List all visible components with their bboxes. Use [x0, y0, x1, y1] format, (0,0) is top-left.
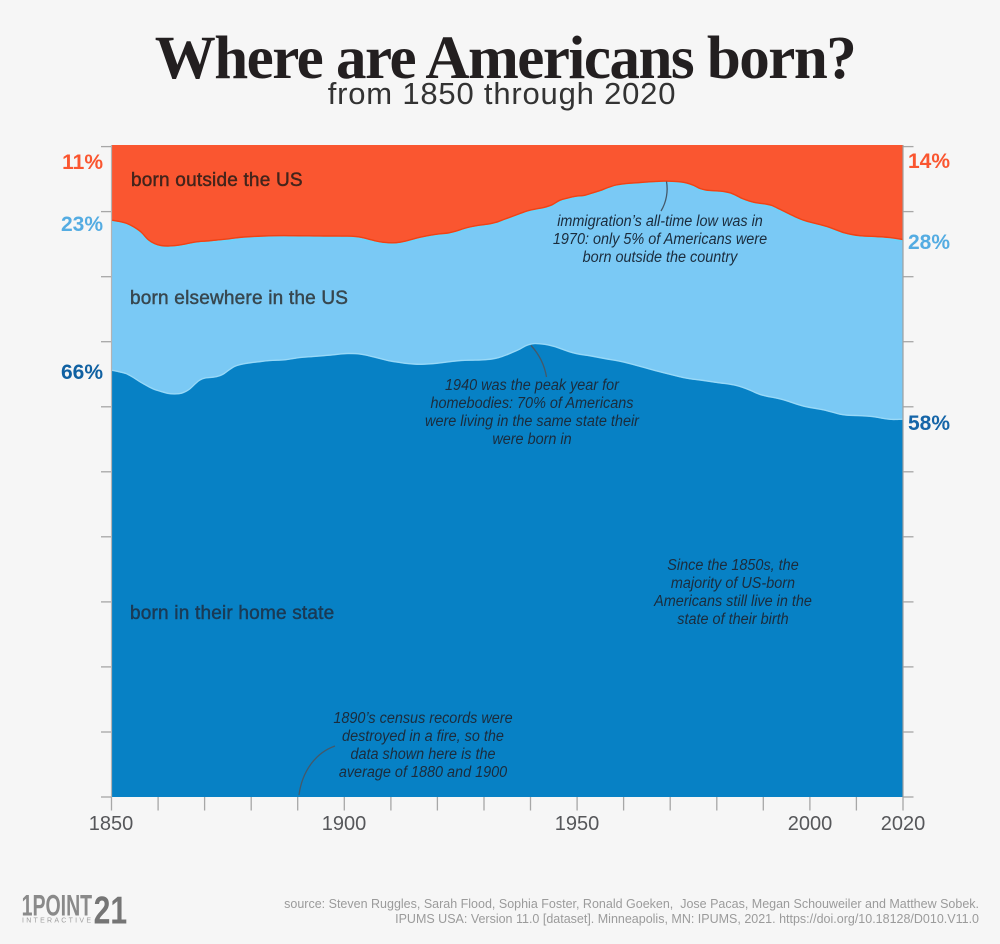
svg-text:INTERACTIVE: INTERACTIVE	[22, 917, 91, 924]
svg-text:1POINT: 1POINT	[22, 890, 93, 923]
svg-text:21: 21	[94, 889, 128, 930]
